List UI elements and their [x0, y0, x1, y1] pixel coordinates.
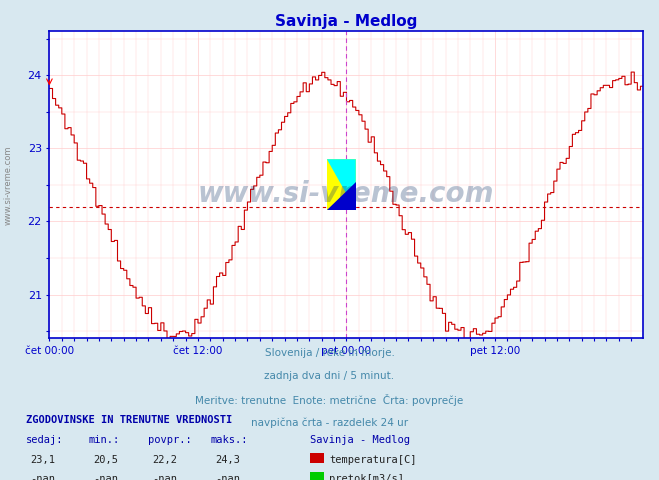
- Text: pretok[m3/s]: pretok[m3/s]: [330, 474, 405, 480]
- Text: Meritve: trenutne  Enote: metrične  Črta: povprečje: Meritve: trenutne Enote: metrične Črta: …: [195, 394, 464, 406]
- Title: Savinja - Medlog: Savinja - Medlog: [275, 13, 417, 29]
- Text: min.:: min.:: [89, 435, 120, 445]
- Text: ZGODOVINSKE IN TRENUTNE VREDNOSTI: ZGODOVINSKE IN TRENUTNE VREDNOSTI: [26, 415, 233, 425]
- Text: navpična črta - razdelek 24 ur: navpična črta - razdelek 24 ur: [251, 417, 408, 428]
- Text: -nan: -nan: [215, 474, 240, 480]
- Text: 20,5: 20,5: [93, 455, 118, 465]
- Text: -nan: -nan: [30, 474, 55, 480]
- Text: www.si-vreme.com: www.si-vreme.com: [3, 145, 13, 225]
- Text: zadnja dva dni / 5 minut.: zadnja dva dni / 5 minut.: [264, 371, 395, 381]
- Text: maks.:: maks.:: [211, 435, 248, 445]
- Text: Savinja - Medlog: Savinja - Medlog: [310, 435, 410, 445]
- Polygon shape: [327, 159, 356, 210]
- Text: 24,3: 24,3: [215, 455, 240, 465]
- Text: www.si-vreme.com: www.si-vreme.com: [198, 180, 494, 208]
- Polygon shape: [327, 182, 356, 210]
- Text: sedaj:: sedaj:: [26, 435, 64, 445]
- Text: 23,1: 23,1: [30, 455, 55, 465]
- Text: -nan: -nan: [93, 474, 118, 480]
- Text: 22,2: 22,2: [152, 455, 177, 465]
- Text: Slovenija / reke in morje.: Slovenija / reke in morje.: [264, 348, 395, 358]
- Bar: [327, 159, 356, 210]
- Text: temperatura[C]: temperatura[C]: [330, 455, 417, 465]
- Text: povpr.:: povpr.:: [148, 435, 192, 445]
- Text: -nan: -nan: [152, 474, 177, 480]
